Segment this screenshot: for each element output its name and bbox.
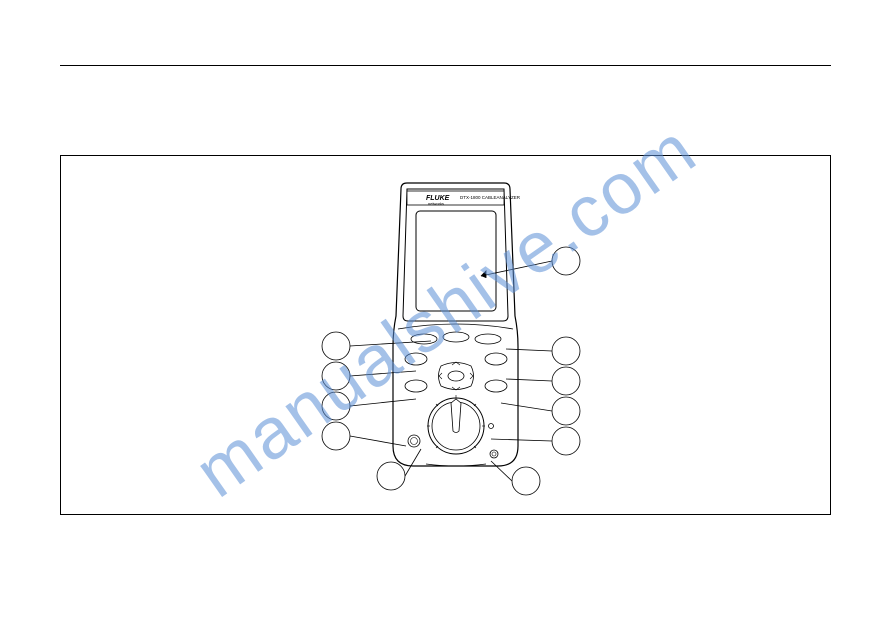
navigation-dpad	[438, 362, 473, 390]
page-frame: FLUKE networks DTX-1800 CABLEANALYZER	[60, 10, 831, 611]
figure-container: FLUKE networks DTX-1800 CABLEANALYZER	[60, 155, 831, 515]
softkey-center	[443, 332, 469, 342]
softkey-right	[475, 334, 501, 344]
talk-led	[488, 424, 493, 429]
sub-brand-text: networks	[428, 201, 444, 206]
backlight-button	[410, 438, 417, 445]
connector-jack-inner	[492, 452, 496, 456]
button-right-2	[485, 353, 507, 365]
header-divider	[60, 65, 831, 66]
model-text: DTX-1800 CABLEANALYZER	[460, 195, 521, 200]
device-screen	[416, 211, 496, 311]
button-left-2	[405, 353, 427, 365]
device-diagram: FLUKE networks DTX-1800 CABLEANALYZER	[276, 156, 616, 516]
dial-pointer	[451, 399, 461, 433]
button-right-3	[485, 380, 507, 392]
softkey-left	[411, 334, 437, 344]
button-left-3	[405, 380, 427, 392]
